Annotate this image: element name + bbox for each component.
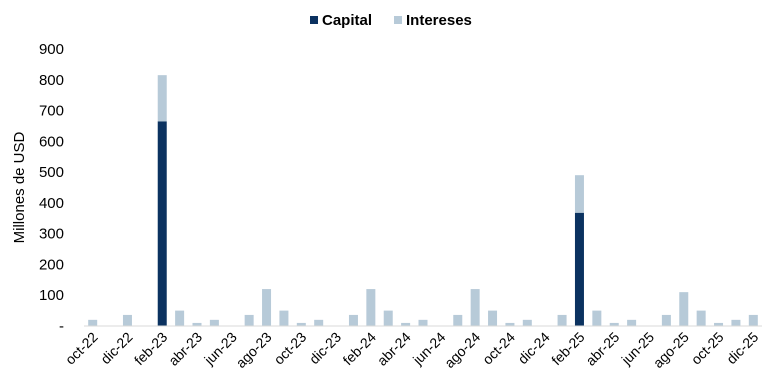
bar-capital-feb-23 xyxy=(157,121,167,326)
x-tick-label: ago-25 xyxy=(650,329,692,371)
bar-intereses-may-25 xyxy=(627,319,637,326)
bar-intereses-may-23 xyxy=(209,319,219,326)
legend-swatch-intereses xyxy=(394,16,402,24)
bar-intereses-jul-25 xyxy=(661,314,671,326)
bar-intereses-nov-23 xyxy=(314,319,324,326)
x-tick-label: ago-23 xyxy=(233,329,275,371)
bar-intereses-oct-22 xyxy=(88,319,98,326)
x-tick-label: oct-25 xyxy=(688,329,727,368)
y-tick-label: 600 xyxy=(39,133,64,150)
bar-intereses-may-24 xyxy=(418,319,428,326)
x-tick-label: dic-23 xyxy=(306,329,344,367)
y-tick-label: 900 xyxy=(39,41,64,58)
x-tick-label: dic-25 xyxy=(723,329,761,367)
x-tick-label: oct-24 xyxy=(479,329,518,368)
bar-intereses-ago-25 xyxy=(679,292,689,326)
x-tick-label: abr-24 xyxy=(374,329,414,369)
bar-intereses-ene-24 xyxy=(348,314,358,326)
bar-intereses-abr-23 xyxy=(192,322,202,326)
y-tick-label: 300 xyxy=(39,226,64,243)
x-tick-label: dic-22 xyxy=(97,329,135,367)
bar-intereses-abr-24 xyxy=(401,322,411,326)
x-axis-ticks: oct-22dic-22feb-23abr-23jun-23ago-23oct-… xyxy=(62,329,762,371)
bar-intereses-ago-23 xyxy=(262,289,272,326)
y-tick-label: - xyxy=(59,318,64,335)
bar-intereses-dic-25 xyxy=(748,314,758,326)
y-tick-label: 500 xyxy=(39,164,64,181)
x-tick-label: abr-23 xyxy=(165,329,205,369)
bar-intereses-feb-24 xyxy=(366,289,376,326)
legend-swatch-capital xyxy=(310,16,318,24)
legend-label-capital: Capital xyxy=(322,12,372,29)
y-axis-label: Millones de USD xyxy=(11,131,28,243)
legend-label-intereses: Intereses xyxy=(406,12,472,29)
bar-intereses-feb-23 xyxy=(157,75,167,122)
x-tick-label: abr-25 xyxy=(582,329,622,369)
bar-intereses-ago-24 xyxy=(470,289,480,326)
bar-intereses-nov-24 xyxy=(522,319,532,326)
x-tick-label: dic-24 xyxy=(515,329,553,367)
x-tick-label: oct-22 xyxy=(62,329,101,368)
x-tick-label: feb-23 xyxy=(131,329,171,369)
bar-intereses-mar-24 xyxy=(383,310,393,326)
x-tick-label: ago-24 xyxy=(441,329,483,371)
bar-intereses-sep-24 xyxy=(488,310,498,326)
bar-intereses-oct-23 xyxy=(296,322,306,326)
y-tick-label: 400 xyxy=(39,195,64,212)
bar-intereses-mar-25 xyxy=(592,310,602,326)
bar-intereses-nov-25 xyxy=(731,319,741,326)
y-axis-ticks: - 100 200 300 400 500 600 700 800 900 xyxy=(39,41,64,335)
y-tick-label: 800 xyxy=(39,72,64,89)
bar-capital-feb-25 xyxy=(574,212,584,326)
legend: Capital Intereses xyxy=(310,12,472,29)
x-tick-label: oct-23 xyxy=(271,329,310,368)
bar-intereses-dic-22 xyxy=(122,314,132,326)
bar-intereses-abr-25 xyxy=(609,322,619,326)
bar-intereses-oct-24 xyxy=(505,322,515,326)
bar-intereses-oct-25 xyxy=(714,322,724,326)
bar-intereses-sep-25 xyxy=(696,310,706,326)
y-tick-label: 700 xyxy=(39,103,64,120)
x-tick-label: feb-24 xyxy=(340,329,380,369)
bar-intereses-mar-23 xyxy=(175,310,185,326)
bar-intereses-jul-24 xyxy=(453,314,463,326)
bar-intereses-jul-23 xyxy=(244,314,254,326)
bar-intereses-sep-23 xyxy=(279,310,289,326)
x-tick-label: feb-25 xyxy=(548,329,588,369)
bars xyxy=(88,75,758,326)
bar-intereses-feb-25 xyxy=(574,175,584,213)
bar-intereses-ene-25 xyxy=(557,314,567,326)
y-tick-label: 100 xyxy=(39,287,64,304)
y-tick-label: 200 xyxy=(39,256,64,273)
